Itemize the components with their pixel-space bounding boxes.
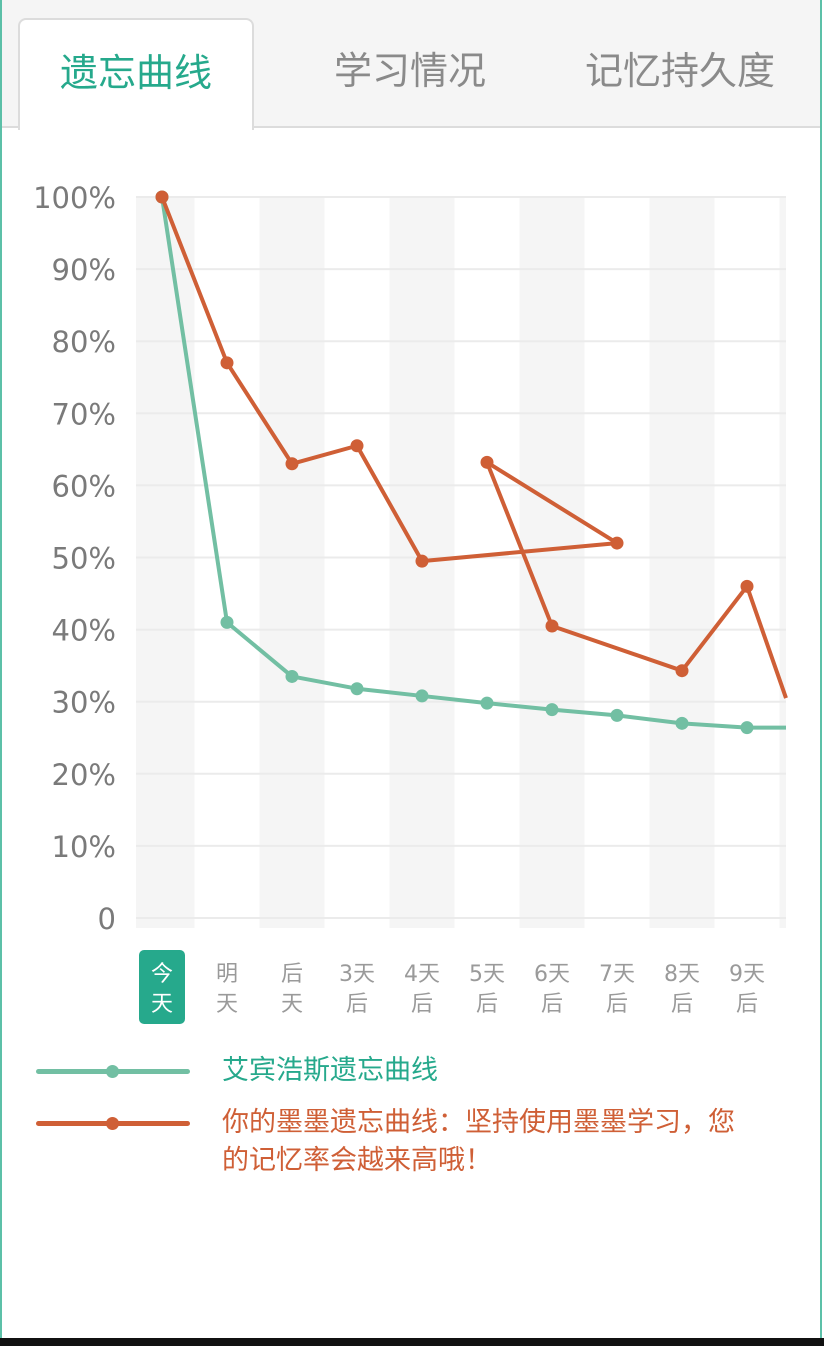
data-point-ebbinghaus — [610, 708, 624, 722]
chart-band — [779, 197, 786, 928]
y-tick-label: 50% — [52, 542, 116, 576]
x-tick-label-bottom: 天 — [151, 992, 173, 1017]
data-point-user — [155, 190, 169, 204]
legend-label-ebbinghaus: 艾宾浩斯遗忘曲线 — [222, 1055, 438, 1086]
chart-band — [649, 197, 715, 928]
x-tick-label-bottom: 后 — [671, 992, 693, 1017]
forgetting-curve-chart: 100%90%80%70%60%50%40%30%20%10%0今天明天后天3天… — [33, 181, 788, 1024]
data-point-user — [350, 439, 364, 453]
y-tick-label: 80% — [52, 325, 116, 359]
y-tick-label: 30% — [52, 686, 116, 720]
x-tick-label-bottom: 后 — [476, 992, 498, 1017]
chart-band — [519, 197, 585, 928]
data-point-user — [675, 664, 689, 678]
tab-forgetting-curve[interactable]: 遗忘曲线 — [18, 18, 254, 130]
data-point-user — [740, 579, 754, 593]
data-point-user — [480, 455, 494, 469]
legend-marker-ebbinghaus — [106, 1065, 119, 1078]
tab-learning-status[interactable]: 学习情况 — [333, 49, 486, 93]
data-point-ebbinghaus — [350, 682, 364, 696]
x-tick-label-top: 6天 — [534, 962, 570, 987]
data-point-user — [285, 457, 299, 471]
x-tick-label-bottom: 天 — [281, 992, 303, 1017]
data-point-ebbinghaus — [480, 696, 494, 710]
x-tick-label-top: 4天 — [404, 962, 440, 987]
x-tick-label-top: 8天 — [664, 962, 700, 987]
tab-memory-durability[interactable]: 记忆持久度 — [584, 49, 775, 93]
y-tick-label: 0 — [98, 902, 116, 936]
chart-band — [259, 197, 325, 928]
x-tick-selected-highlight — [139, 950, 185, 1024]
y-tick-label: 100% — [33, 181, 116, 215]
legend-label-user: 你的墨墨遗忘曲线：坚持使用墨墨学习，您 — [222, 1107, 735, 1138]
chart-band — [136, 197, 195, 928]
y-tick-label: 60% — [52, 469, 116, 503]
x-tick-label-top: 7天 — [599, 962, 635, 987]
x-tick-label-top: 9天 — [729, 962, 765, 987]
legend-item-ebbinghaus: 艾宾浩斯遗忘曲线 — [36, 1050, 776, 1094]
x-tick-label-top: 5天 — [469, 962, 505, 987]
legend-label-user-line2: 的记忆率会越来高哦！ — [222, 1145, 492, 1176]
legend-item-user: 你的墨墨遗忘曲线：坚持使用墨墨学习，您 的记忆率会越来高哦！ — [36, 1104, 776, 1184]
data-point-user — [415, 554, 429, 568]
data-point-ebbinghaus — [675, 716, 689, 730]
bottom-edge — [0, 1338, 824, 1346]
data-point-user — [220, 356, 234, 370]
x-tick-label-bottom: 天 — [216, 992, 238, 1017]
data-point-user — [545, 619, 559, 633]
y-tick-label: 70% — [52, 397, 116, 431]
x-tick-label-bottom: 后 — [541, 992, 563, 1017]
data-point-ebbinghaus — [545, 703, 559, 717]
x-tick-label-bottom: 后 — [736, 992, 758, 1017]
legend-marker-user — [106, 1117, 119, 1130]
y-tick-label: 20% — [52, 758, 116, 792]
y-tick-label: 90% — [52, 253, 116, 287]
x-tick-label-top: 今 — [151, 962, 173, 987]
data-point-user — [610, 536, 624, 550]
y-tick-label: 40% — [52, 614, 116, 648]
x-tick-label-bottom: 后 — [606, 992, 628, 1017]
x-tick-label-top: 明 — [216, 962, 238, 987]
tab-bar: 遗忘曲线 学习情况 记忆持久度 — [2, 0, 820, 130]
x-tick-label-top: 3天 — [339, 962, 375, 987]
y-tick-label: 10% — [52, 830, 116, 864]
data-point-ebbinghaus — [285, 669, 299, 683]
data-point-ebbinghaus — [220, 615, 234, 629]
x-tick-label-bottom: 后 — [411, 992, 433, 1017]
data-point-ebbinghaus — [740, 721, 754, 735]
x-tick-label-top: 后 — [281, 962, 303, 987]
data-point-ebbinghaus — [415, 689, 429, 703]
x-tick-label-bottom: 后 — [346, 992, 368, 1017]
